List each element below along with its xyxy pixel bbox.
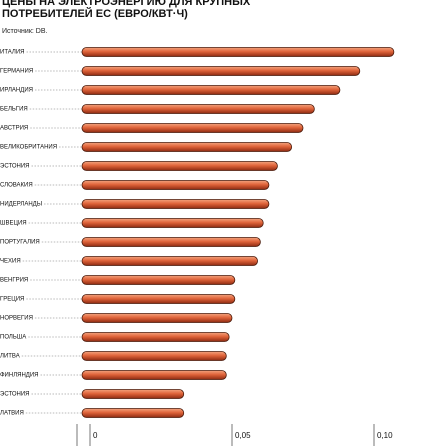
bar [81, 256, 258, 266]
bar [81, 370, 227, 380]
bar [81, 66, 361, 76]
bar [81, 389, 185, 399]
y-tick-label: ПОЛЬША [0, 335, 26, 341]
x-tick-label: 0,10 [377, 431, 393, 440]
y-tick-label: ИРЛАНДИЯ [0, 88, 33, 94]
y-tick-label: ФИНЛЯНДИЯ [0, 373, 39, 379]
bar [81, 123, 304, 133]
y-tick-label: ЭСТОНИЯ [0, 164, 30, 170]
y-tick-label: ПОРТУГАЛИЯ [0, 240, 40, 246]
bar [81, 142, 293, 152]
y-tick-label: ЛАТВИЯ [0, 411, 24, 417]
chart-subtitle: Источник: DB. [2, 28, 48, 35]
y-tick-label: ЛИТВА [0, 354, 20, 360]
bar [81, 408, 185, 418]
y-tick-label: ИТАЛИЯ [0, 50, 25, 56]
y-tick-label: АВСТРИЯ [0, 126, 28, 132]
y-tick-label: ГРЕЦИЯ [0, 297, 24, 303]
bar [81, 85, 341, 95]
bar [81, 313, 233, 323]
y-tick-label: ВЕНГРИЯ [0, 278, 28, 284]
bar [81, 47, 395, 57]
bar [81, 294, 236, 304]
x-tick-label: 0 [93, 431, 98, 440]
bar [81, 237, 261, 247]
y-tick-label: ЧЕХИЯ [0, 259, 21, 265]
bar [81, 332, 230, 342]
y-tick-label: ГЕРМАНИЯ [0, 69, 33, 75]
bar [81, 199, 270, 209]
y-tick-label: НОРВЕГИЯ [0, 316, 33, 322]
bar [81, 180, 270, 190]
chart-title: Цены на электроэнергию для крупных потре… [2, 0, 251, 20]
y-tick-label: НИДЕРЛАНДЫ [0, 202, 42, 208]
bar [81, 161, 278, 171]
bar [81, 218, 264, 228]
bar [81, 104, 315, 114]
y-tick-label: СЛОВАКИЯ [0, 183, 33, 189]
y-tick-label: ШВЕЦИЯ [0, 221, 27, 227]
bar [81, 275, 236, 285]
x-tick-label: 0,05 [235, 431, 251, 440]
y-tick-label: ЭСТОНИЯ [0, 392, 30, 398]
y-tick-label: БЕЛЬГИЯ [0, 107, 28, 113]
y-tick-label: ВЕЛИКОБРИТАНИЯ [0, 145, 57, 151]
bar [81, 351, 227, 361]
